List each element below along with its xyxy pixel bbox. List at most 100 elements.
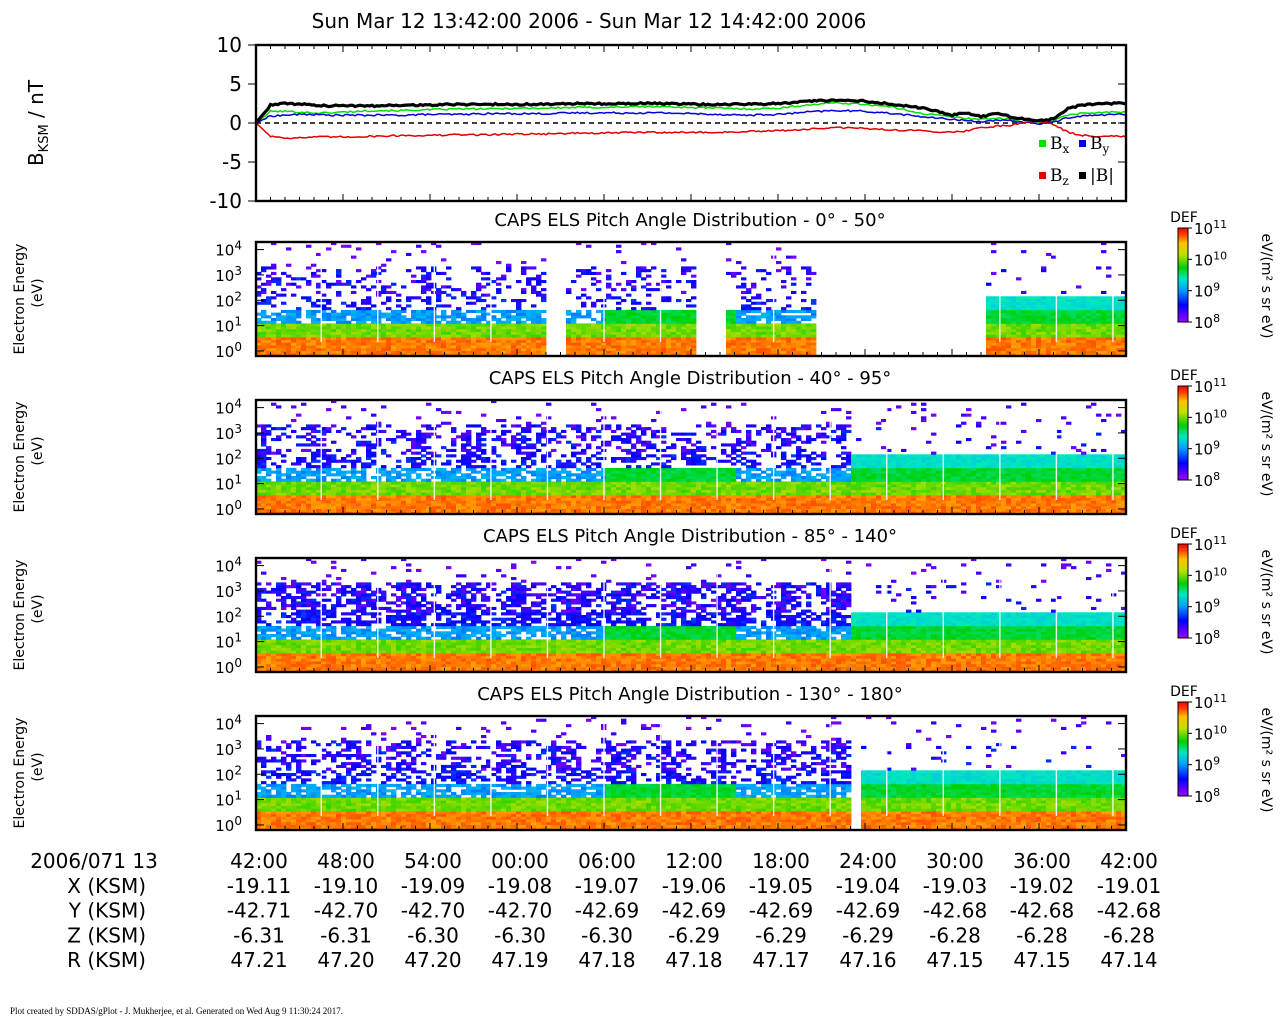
- spectrogram-cell: [731, 315, 736, 318]
- spectrogram-cell: [341, 345, 346, 348]
- spectrogram-cell: [626, 449, 631, 452]
- spectrogram-cell: [501, 438, 506, 441]
- spectrogram-cell: [541, 326, 546, 329]
- spectrogram-cell: [606, 481, 611, 484]
- spectrogram-cell: [386, 490, 391, 493]
- spectrogram-cell: [341, 310, 346, 313]
- spectrogram-cell: [681, 446, 686, 449]
- spectrogram-cell: [591, 277, 596, 280]
- spectrogram-cell: [596, 446, 601, 449]
- spectrogram-cell: [421, 446, 426, 449]
- spectrogram-cell: [1026, 296, 1031, 299]
- spectrogram-cell: [471, 471, 476, 474]
- spectrogram-cell: [531, 334, 536, 337]
- spectrogram-cell: [416, 503, 421, 506]
- spectrogram-cell: [276, 452, 281, 455]
- spectrogram-cell: [671, 506, 676, 509]
- spectrogram-cell: [306, 427, 311, 430]
- spectrogram-cell: [276, 351, 281, 354]
- spectrogram-cell: [1061, 332, 1066, 335]
- spectrogram-cell: [626, 490, 631, 493]
- spectrogram-cell: [441, 315, 446, 318]
- spectrogram-cell: [691, 283, 696, 286]
- spectrogram-cell: [441, 498, 446, 501]
- spectrogram-cell: [471, 310, 476, 313]
- spectrogram-cell: [426, 457, 431, 460]
- spectrogram-cell: [411, 452, 416, 455]
- spectrogram-cell: [1111, 304, 1116, 307]
- spectrogram-cell: [281, 487, 286, 490]
- spectrogram-cell: [586, 296, 591, 299]
- spectrogram-cell: [401, 310, 406, 313]
- spectrogram-cell: [646, 288, 651, 291]
- spectrogram-cell: [1066, 296, 1071, 299]
- spectrogram-cell: [271, 318, 276, 321]
- spectrogram-cell: [441, 446, 446, 449]
- spectrogram-cell: [526, 484, 531, 487]
- spectrogram-cell: [631, 460, 636, 463]
- spectrogram-cell: [276, 313, 281, 316]
- spectrogram-cell: [641, 481, 646, 484]
- spectrogram-cell: [291, 490, 296, 493]
- spectrogram-cell: [1066, 340, 1071, 343]
- spectrogram-cell: [471, 345, 476, 348]
- spectrogram-cell: [1061, 326, 1066, 329]
- spectrogram-cell: [481, 337, 486, 340]
- spectrogram-cell: [766, 318, 771, 321]
- spectrogram-cell: [286, 313, 291, 316]
- spectrogram-cell: [536, 310, 541, 313]
- spectrogram-cell: [386, 481, 391, 484]
- spectrogram-cell: [651, 484, 656, 487]
- spectrogram-cell: [686, 342, 691, 345]
- spectrogram-cell: [551, 498, 556, 501]
- spectrogram-cell: [646, 345, 651, 348]
- spectrogram-cell: [1071, 302, 1076, 305]
- spectrogram-cell: [671, 473, 676, 476]
- spectrogram-cell: [746, 348, 751, 351]
- spectrogram-cell: [331, 424, 336, 427]
- spectrogram-cell: [446, 454, 451, 457]
- spectrogram-cell: [686, 326, 691, 329]
- spectrogram-cell: [581, 495, 586, 498]
- spectrogram-cell: [266, 280, 271, 283]
- spectrogram-cell: [401, 345, 406, 348]
- spectrogram-cell: [481, 414, 486, 417]
- spectrogram-cell: [676, 332, 681, 335]
- spectrogram-cell: [306, 503, 311, 506]
- spectrogram-cell: [511, 329, 516, 332]
- spectrogram-cell: [611, 329, 616, 332]
- spectrogram-cell: [281, 272, 286, 275]
- spectrogram-cell: [496, 337, 501, 340]
- spectrogram-cell: [471, 481, 476, 484]
- spectrogram-cell: [431, 342, 436, 345]
- spectrogram-cell: [686, 332, 691, 335]
- spectrogram-cell: [996, 329, 1001, 332]
- spectrogram-cell: [281, 337, 286, 340]
- spectrogram-cell: [1031, 334, 1036, 337]
- spectrogram-cell: [466, 509, 471, 512]
- spectrogram-cell: [1086, 337, 1091, 340]
- spectrogram-cell: [586, 427, 591, 430]
- spectrogram-cell: [611, 468, 616, 471]
- spectrogram-cell: [596, 506, 601, 509]
- spectrogram-cell: [301, 403, 306, 406]
- spectrogram-cell: [541, 443, 546, 446]
- spectrogram-cell: [581, 471, 586, 474]
- spectrogram-cell: [306, 245, 311, 248]
- spectrogram-cell: [366, 492, 371, 495]
- spectrogram-cell: [1016, 342, 1021, 345]
- spectrogram-cell: [641, 315, 646, 318]
- spectrogram-cell: [636, 506, 641, 509]
- spectrogram-cell: [786, 342, 791, 345]
- spectrogram-cell: [1011, 345, 1016, 348]
- spectrogram-cell: [346, 506, 351, 509]
- spectrogram-cell: [436, 424, 441, 427]
- spectrogram-cell: [591, 487, 596, 490]
- spectrogram-cell: [471, 487, 476, 490]
- spectrogram-cell: [1106, 326, 1111, 329]
- spectrogram-cell: [296, 484, 301, 487]
- spectrogram-cell: [326, 462, 331, 465]
- spectrogram-cell: [1021, 307, 1026, 310]
- spectrogram-cell: [521, 337, 526, 340]
- spectrogram-cell: [561, 506, 566, 509]
